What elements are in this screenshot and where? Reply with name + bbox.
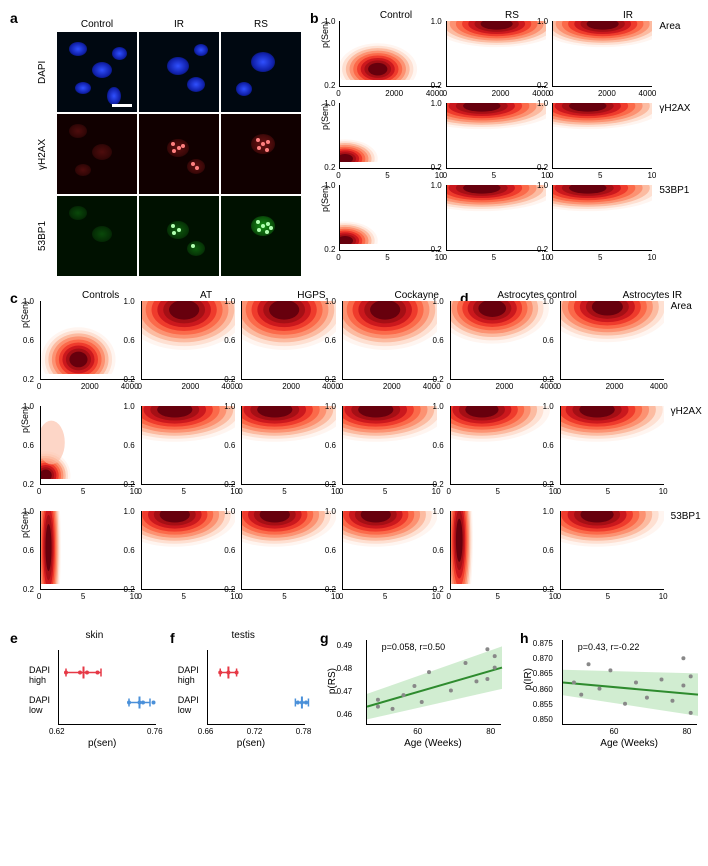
cd-density-h2ax-2: 0.20.61.00510 (241, 406, 336, 485)
panel-g-plot: 0.460.470.480.496080Age (Weeks)p(RS)p=0.… (326, 630, 506, 750)
f-title: testis (177, 630, 310, 641)
panel-eh: skin DAPI highDAPI low0.620.76p(sen) tes… (20, 630, 708, 750)
scalebar (112, 104, 132, 107)
b-ylab: p(Sen) (320, 185, 336, 232)
cd-density-area-3: 0.20.61.0020004000 (342, 301, 437, 380)
micro-h2ax-rs (221, 114, 301, 194)
cd-row-title-h2ax: γH2AX (667, 406, 708, 417)
cd-density-bp1-1: 0.20.61.00510 (141, 511, 236, 590)
b-ylab: p(Sen) (320, 21, 336, 68)
micro-dapi-rs (221, 32, 301, 112)
b-col-rs: RS (454, 10, 570, 21)
micro-53bp1-control (57, 196, 137, 276)
row-header-h2ax: γH2AX (30, 114, 55, 194)
microscopy-grid: Control IR RS DAPI γH2AX (30, 10, 300, 276)
cd-col-Controls: Controls (48, 290, 153, 301)
cd-density-area-5: 0.20.61.0020004000 (560, 301, 664, 380)
b-density-h2ax-RS: 0.21.00510 (446, 103, 546, 169)
figure-root: a Control IR RS DAPI (10, 10, 698, 770)
panel-b: Control RS IR p(Sen)0.21.00200040000.21.… (320, 10, 700, 267)
row-header-53bp1: 53BP1 (30, 196, 55, 276)
micro-h2ax-control (57, 114, 137, 194)
b-density-area-RS: 0.21.0020004000 (446, 21, 546, 87)
cd-density-bp1-0: 0.20.61.00510 (40, 511, 135, 590)
e-title: skin (28, 630, 161, 641)
b-row-title-area: Area (655, 21, 700, 32)
col-header-control: Control (57, 10, 137, 30)
cd-col-Astrocytes control: Astrocytes control (479, 290, 594, 301)
panel-b-label: b (310, 10, 319, 26)
col-header-rs: RS (221, 10, 301, 30)
cd-density-h2ax-4: 0.20.61.00510 (450, 406, 554, 485)
panel-h-plot: 0.8500.8550.8600.8650.8700.8756080Age (W… (522, 630, 702, 750)
cd-col-AT: AT (153, 290, 258, 301)
micro-53bp1-rs (221, 196, 301, 276)
cd-density-bp1-4: 0.20.61.00510 (450, 511, 554, 590)
b-density-area-IR: 0.21.0020004000 (552, 21, 652, 87)
b-density-bp1-IR: 0.21.00510 (552, 185, 652, 251)
cd-density-h2ax-3: 0.20.61.00510 (342, 406, 437, 485)
micro-h2ax-ir (139, 114, 219, 194)
b-density-bp1-RS: 0.21.00510 (446, 185, 546, 251)
cd-density-area-2: 0.20.61.0020004000 (241, 301, 336, 380)
cd-density-h2ax-0: 0.20.61.00510 (40, 406, 135, 485)
b-row-title-h2ax: γH2AX (655, 103, 700, 114)
b-density-h2ax-IR: 0.21.00510 (552, 103, 652, 169)
micro-dapi-ir (139, 32, 219, 112)
cd-density-bp1-5: 0.20.61.00510 (560, 511, 664, 590)
cd-density-area-1: 0.20.61.0020004000 (141, 301, 236, 380)
micro-dapi-control (57, 32, 137, 112)
panel-c-label: c (10, 290, 18, 306)
b-ylab: p(Sen) (320, 103, 336, 150)
micro-53bp1-ir (139, 196, 219, 276)
b-density-bp1-Control: 0.21.00510 (339, 185, 439, 251)
panel-a: Control IR RS DAPI γH2AX (30, 10, 300, 276)
cd-col-Astrocytes IR: Astrocytes IR (595, 290, 708, 301)
cd-ylab: p(Sen) (20, 301, 37, 353)
cd-col-HGPS: HGPS (259, 290, 364, 301)
cd-row-title-bp1: 53BP1 (667, 511, 708, 522)
panel-a-label: a (10, 10, 18, 26)
cd-ylab: p(Sen) (20, 511, 37, 563)
cd-ylab: p(Sen) (20, 406, 37, 458)
panel-f-plot: testis DAPI highDAPI low0.660.720.78p(se… (177, 630, 310, 750)
panel-e-label: e (10, 630, 18, 646)
cd-col-Cockayne: Cockayne (364, 290, 469, 301)
b-density-h2ax-Control: 0.21.00510 (339, 103, 439, 169)
cd-row-title-area: Area (667, 301, 708, 312)
cd-density-area-4: 0.20.61.0020004000 (450, 301, 554, 380)
row-header-dapi: DAPI (30, 32, 55, 112)
col-header-ir: IR (139, 10, 219, 30)
cd-density-area-0: 0.20.61.0020004000 (40, 301, 135, 380)
b-density-area-Control: 0.21.0020004000 (339, 21, 439, 87)
b-col-ir: IR (570, 10, 686, 21)
cd-density-h2ax-1: 0.20.61.00510 (141, 406, 236, 485)
panel-e-plot: skin DAPI highDAPI low0.620.76p(sen) (28, 630, 161, 750)
b-row-title-bp1: 53BP1 (655, 185, 700, 196)
cd-density-bp1-2: 0.20.61.00510 (241, 511, 336, 590)
cd-density-h2ax-5: 0.20.61.00510 (560, 406, 664, 485)
cd-density-bp1-3: 0.20.61.00510 (342, 511, 437, 590)
panel-cd: ControlsATHGPSCockayne Astrocytes control… (20, 290, 708, 616)
